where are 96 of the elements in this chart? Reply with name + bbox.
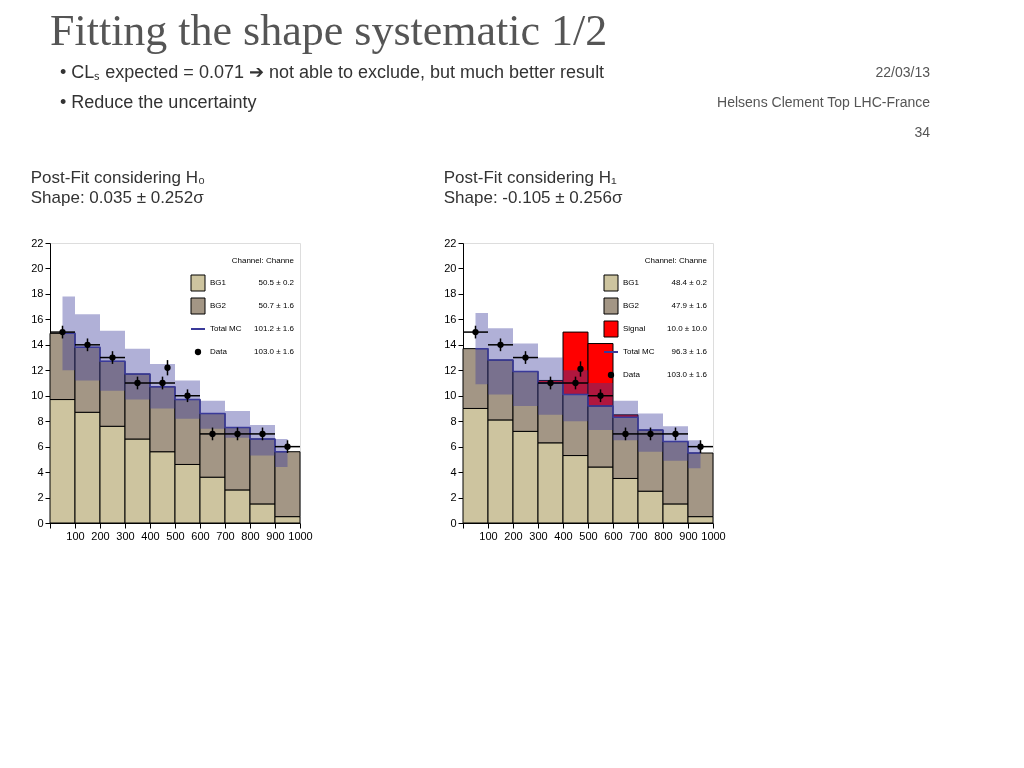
x-tick-label: 1000: [701, 529, 726, 542]
text: 22/03/13: [875, 64, 931, 80]
y-tick-label: 0: [450, 516, 457, 529]
legend-label: BG1: [210, 278, 227, 287]
point: [497, 341, 504, 348]
y-tick-label: 6: [37, 440, 44, 453]
annotation: 101.2 ± 1.6: [254, 324, 295, 333]
chart-title: Post-Fit considering H₁: [443, 168, 617, 187]
legend-title: Channel: Channe: [231, 256, 295, 265]
text: • Reduce the uncertainty: [60, 92, 257, 112]
point: [284, 443, 291, 450]
y-tick-label: 14: [31, 338, 44, 351]
x-tick-label: 300: [116, 529, 135, 542]
legend-title: Channel: Channe: [644, 256, 708, 265]
y-tick-label: 8: [37, 414, 44, 427]
point: [259, 430, 266, 438]
annotation: 47.9 ± 1.6: [671, 301, 708, 310]
point: [84, 341, 91, 348]
point: [184, 392, 191, 399]
x-tick-label: 600: [191, 529, 210, 542]
y-tick-label: 14: [444, 338, 457, 351]
annotation: 96.3 ± 1.6: [671, 347, 708, 356]
chart-title: Post-Fit considering H₀: [30, 168, 206, 187]
point: [472, 328, 479, 336]
annotation: 50.7 ± 1.6: [258, 301, 295, 310]
legend-label: Total MC: [210, 324, 242, 333]
point: [159, 379, 166, 387]
x-tick-label: 200: [91, 529, 110, 542]
y-tick-label: 16: [31, 312, 44, 325]
annotation: 103.0 ± 1.6: [667, 370, 708, 379]
x-tick-label: 600: [604, 529, 623, 542]
y-tick-label: 20: [31, 261, 44, 274]
point: [577, 365, 584, 373]
x-tick-label: 500: [166, 529, 185, 542]
point: [597, 392, 604, 399]
legend-label: BG1: [623, 278, 640, 287]
legend-label: Total MC: [623, 347, 655, 356]
x-tick-label: 700: [629, 529, 648, 542]
point: [109, 354, 116, 361]
x-tick-label: 200: [504, 529, 523, 542]
point: [522, 354, 529, 361]
y-tick-label: 18: [31, 287, 44, 300]
x-tick-label: 100: [479, 529, 498, 542]
y-tick-label: 4: [450, 465, 457, 478]
annotation: 50.5 ± 0.2: [258, 278, 295, 287]
x-tick-label: 300: [529, 529, 548, 542]
point: [672, 430, 679, 438]
annotation: 10.0 ± 10.0: [667, 324, 708, 333]
text: 34: [914, 124, 931, 140]
text: Helsens Clement Top LHC-France: [717, 94, 931, 110]
point: [59, 328, 66, 336]
x-tick-label: 100: [66, 529, 85, 542]
chart-subtitle: Shape: 0.035 ± 0.252σ: [30, 188, 205, 207]
x-tick-label: 400: [554, 529, 573, 542]
annotation: 103.0 ± 1.6: [254, 347, 295, 356]
chart-subtitle: Shape: -0.105 ± 0.256σ: [443, 188, 623, 207]
point: [697, 443, 704, 450]
x-tick-label: 1000: [288, 529, 313, 542]
y-tick-label: 12: [31, 363, 44, 376]
point: [234, 430, 241, 438]
annotation: 48.4 ± 0.2: [671, 278, 708, 287]
x-tick-label: 800: [654, 529, 673, 542]
y-tick-label: 10: [31, 389, 44, 402]
point: [572, 379, 579, 387]
x-tick-label: 400: [141, 529, 160, 542]
point: [547, 379, 554, 387]
y-tick-label: 2: [37, 491, 44, 504]
legend-label: BG2: [623, 301, 640, 310]
y-tick-label: 18: [444, 287, 457, 300]
legend-label: BG2: [210, 301, 227, 310]
x-tick-label: 900: [679, 529, 698, 542]
y-tick-label: 22: [444, 236, 457, 249]
y-tick-label: 10: [444, 389, 457, 402]
text: Fitting the shape systematic 1/2: [50, 6, 608, 55]
point: [164, 364, 171, 371]
y-tick-label: 8: [450, 414, 457, 427]
y-tick-label: 2: [450, 491, 457, 504]
x-tick-label: 900: [266, 529, 285, 542]
y-tick-label: 12: [444, 363, 457, 376]
y-tick-label: 22: [31, 236, 44, 249]
y-tick-label: 4: [37, 465, 44, 478]
point: [622, 430, 629, 438]
point: [209, 430, 216, 438]
x-tick-label: 500: [579, 529, 598, 542]
legend-label: Signal: [623, 324, 646, 333]
y-tick-label: 20: [444, 261, 457, 274]
x-tick-label: 800: [241, 529, 260, 542]
point: [647, 430, 654, 438]
text: • CLₛ expected = 0.071 ➔ not able to exclude, but much better result: [60, 62, 605, 82]
y-tick-label: 6: [450, 440, 457, 453]
legend-label: Data: [623, 370, 641, 379]
y-tick-label: 16: [444, 312, 457, 325]
y-tick-label: 0: [37, 516, 44, 529]
legend-label: Data: [210, 347, 228, 356]
x-tick-label: 700: [216, 529, 235, 542]
point: [134, 379, 141, 387]
